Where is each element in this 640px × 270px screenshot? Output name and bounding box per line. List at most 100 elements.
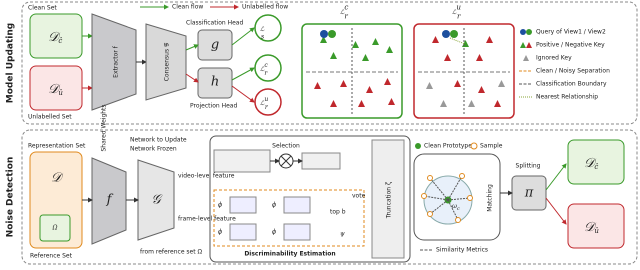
key: [320, 36, 327, 43]
key: [440, 100, 447, 107]
symbol: Ω: [52, 225, 58, 232]
shape: 𝒟: [48, 82, 61, 97]
section-label: Noise Detection: [6, 157, 16, 238]
legend-label: Sample: [480, 143, 503, 150]
query: [328, 30, 336, 38]
subscript: s: [261, 33, 264, 40]
key: [384, 78, 391, 85]
shape: 𝒟: [584, 156, 597, 171]
sample: [427, 175, 433, 181]
shape: [280, 155, 292, 167]
shape: [197, 67, 233, 99]
legend-label: Nearest Relationship: [536, 94, 598, 101]
key: [486, 36, 493, 43]
consensus: [145, 23, 187, 101]
legend-label: Positive / Negative Key: [536, 42, 605, 49]
key: [498, 80, 505, 87]
subscript: r: [264, 69, 268, 76]
key: [386, 46, 393, 53]
key: [432, 36, 439, 43]
symbol: g: [211, 38, 219, 53]
shape: [421, 173, 473, 223]
shape: [231, 85, 255, 103]
label: Clean Set: [28, 5, 57, 12]
similarity: [447, 175, 463, 201]
label: top b: [330, 209, 346, 216]
shape: [567, 203, 625, 249]
shape: ω: [452, 203, 457, 210]
shape: ϕ ϕ ϕ ϕ: [218, 196, 311, 241]
label: Representation Set: [28, 143, 86, 150]
feature: [283, 223, 311, 241]
similarity: [429, 199, 449, 215]
shape: [213, 189, 365, 247]
legend-label: Unlabelled flow: [242, 4, 288, 11]
legend-label: Clean / Noisy Separation: [536, 68, 610, 75]
label: Similarity Metrics: [436, 247, 488, 254]
feature: [229, 223, 257, 241]
symbol: ℒ: [260, 100, 265, 107]
key: [372, 38, 379, 45]
shape: [39, 214, 71, 242]
shape: [301, 23, 403, 119]
label: Matching: [487, 184, 494, 212]
shape: [545, 163, 567, 191]
shape: [301, 152, 341, 170]
feature: [283, 196, 311, 214]
label: Consensus 𝒢: [164, 42, 171, 81]
sample: [459, 173, 465, 179]
superscript: u: [264, 96, 268, 103]
symbol: f: [106, 193, 114, 208]
shape: 𝒟: [584, 220, 597, 235]
key: [454, 80, 461, 87]
extractor: [91, 13, 137, 111]
similarity: [447, 197, 471, 201]
label: Unlabelled Set: [28, 114, 72, 121]
loss-label: ℒc r: [340, 2, 348, 20]
label: Projection Head: [190, 103, 237, 110]
subscript: r: [344, 12, 348, 21]
section-label: Model Updating: [6, 23, 16, 103]
shape: [526, 42, 532, 48]
key: [358, 100, 365, 107]
label: Splitting: [516, 163, 541, 170]
shape: ĉ: [58, 37, 62, 45]
sample: [421, 193, 427, 199]
legend-label: Query of View1 / View2: [536, 29, 606, 36]
symbol: ϕ: [218, 202, 222, 209]
symbol: 𝒟ĉ: [48, 30, 62, 46]
shape: [314, 28, 505, 114]
loss: [254, 14, 282, 42]
legend-label: Ignored Key: [536, 55, 572, 62]
loss-label: ℒu r: [260, 96, 269, 111]
shape: [520, 42, 526, 48]
shape: û: [58, 89, 63, 97]
label: vote: [352, 193, 366, 200]
shape: [526, 29, 532, 35]
loss-label: ℒc r: [260, 62, 268, 77]
nearest: [449, 37, 466, 45]
key: [340, 80, 347, 87]
query: [450, 30, 458, 38]
label: Extractor f: [113, 45, 120, 78]
shape: 𝒟: [48, 30, 61, 45]
similarity: [423, 195, 449, 201]
key: [476, 54, 483, 61]
sample: [427, 211, 433, 217]
sample: [455, 217, 461, 223]
symbol: 𝒢: [151, 193, 163, 208]
query: [320, 30, 328, 38]
symbol: ℒ: [340, 9, 345, 16]
similarity: [429, 177, 449, 201]
shape: û: [594, 227, 599, 235]
key: [352, 41, 359, 48]
label: Network Frozen: [130, 146, 177, 153]
legend-label: Classification Boundary: [536, 81, 607, 88]
symbol: ϕ: [272, 202, 276, 209]
shape: [213, 149, 271, 173]
key: [330, 52, 337, 59]
symbol: h: [211, 75, 219, 90]
symbol: ℒ: [260, 26, 265, 33]
shape: [231, 67, 255, 81]
